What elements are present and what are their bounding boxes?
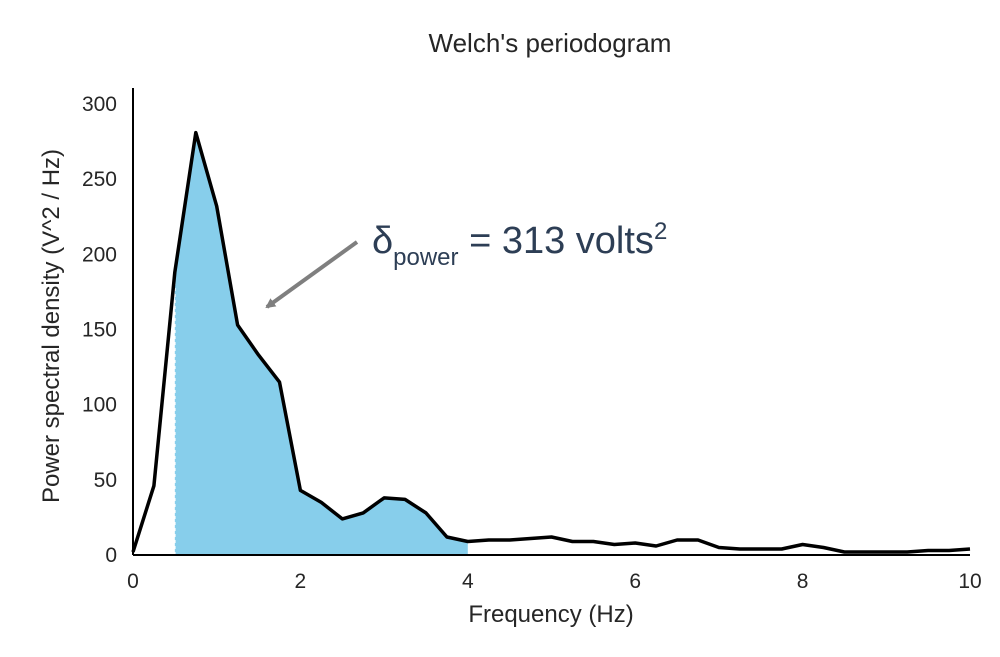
annotation-text: = 313 volts [459, 220, 654, 262]
psd-series-line [131, 130, 971, 554]
y-axis-title: Power spectral density (V^2 / Hz) [38, 149, 65, 503]
annotation-arrow [265, 240, 359, 309]
y-tick-label: 100 [82, 394, 117, 417]
y-tick-label: 150 [82, 319, 117, 342]
annotation-symbol: δ [372, 220, 393, 262]
y-tick-label: 300 [82, 93, 117, 116]
x-tick-label: 0 [127, 570, 139, 593]
x-tick-labels: 0 2 4 6 8 10 [127, 570, 982, 593]
x-tick-label: 2 [295, 570, 307, 593]
x-axis-title: Frequency (Hz) [468, 601, 633, 628]
y-tick-label: 200 [82, 243, 117, 266]
x-tick-label: 6 [629, 570, 641, 593]
chart-title: Welch's periodogram [429, 28, 672, 58]
x-tick-label: 8 [797, 570, 809, 593]
annotation-superscript: 2 [654, 218, 667, 245]
annotation-subscript: power [393, 244, 458, 271]
y-tick-label: 0 [105, 544, 117, 567]
plot-area [131, 130, 971, 555]
y-tick-label: 50 [94, 469, 117, 492]
y-tick-label: 250 [82, 168, 117, 191]
x-tick-label: 10 [958, 570, 981, 593]
y-tick-labels: 0 50 100 150 200 250 300 [82, 93, 117, 567]
x-tick-label: 4 [462, 570, 474, 593]
delta-power-annotation: δpower = 313 volts2 [372, 218, 667, 271]
delta-band-fill [174, 132, 468, 555]
